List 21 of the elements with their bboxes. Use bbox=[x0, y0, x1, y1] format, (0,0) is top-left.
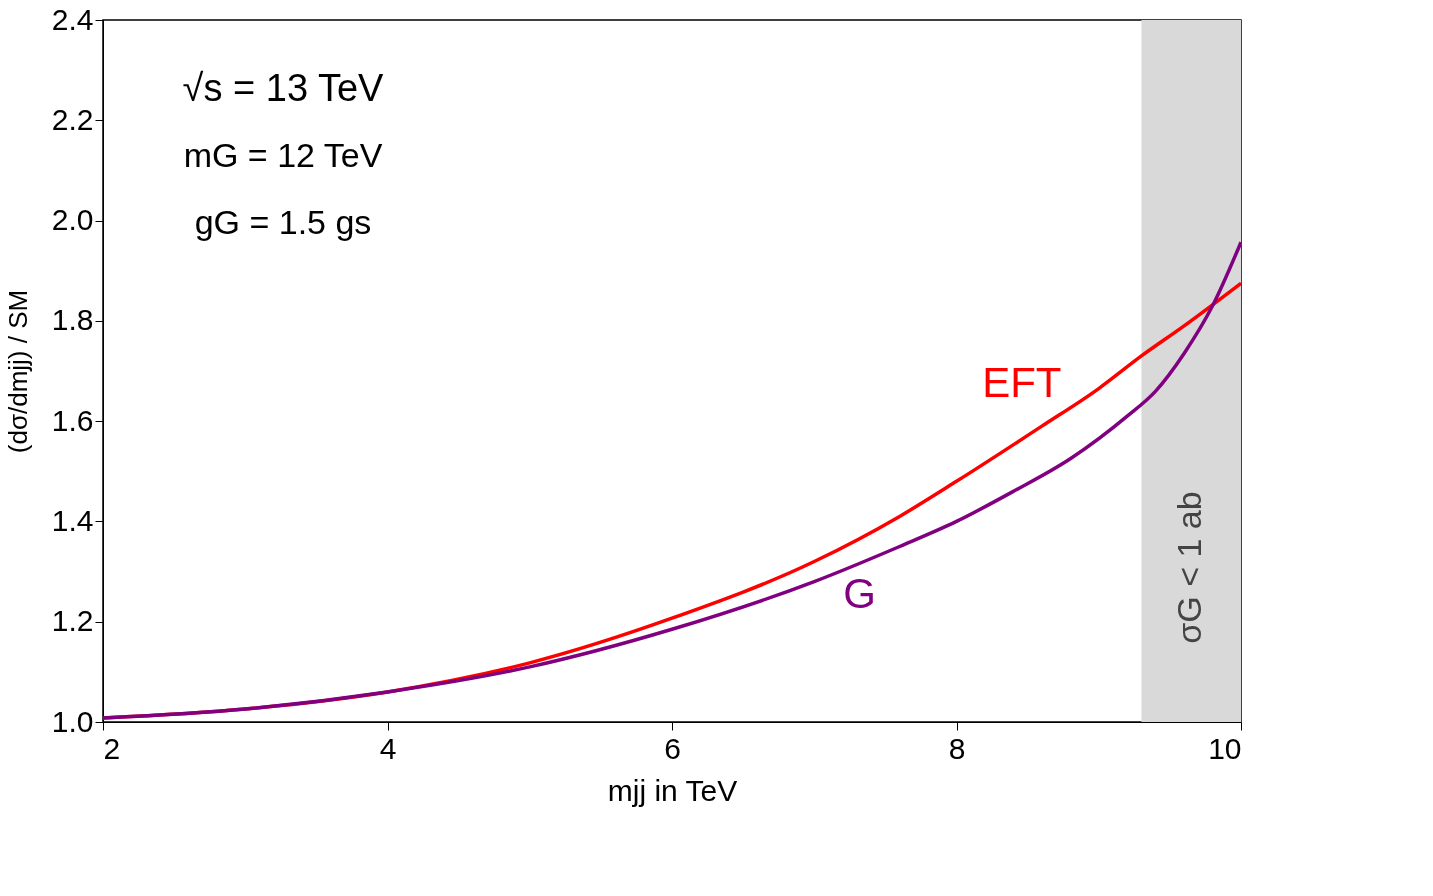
y-tick-label: 1.8 bbox=[51, 303, 94, 337]
x-axis-title: mjj in TeV bbox=[607, 773, 738, 807]
x-tick-label: 10 bbox=[1208, 731, 1242, 765]
y-tick-label: 2.4 bbox=[51, 2, 94, 36]
y-tick-label: 1.6 bbox=[51, 403, 94, 437]
x-tick-label: 2 bbox=[103, 731, 121, 765]
y-axis-title: (dσ/dmjj) / SM bbox=[2, 289, 33, 454]
x-tick-label: 8 bbox=[948, 731, 966, 765]
y-tick-label: 2.0 bbox=[51, 203, 94, 237]
annotation: √s = 13 TeV bbox=[182, 67, 385, 109]
y-tick-label: 1.4 bbox=[51, 503, 94, 537]
series-label: EFT bbox=[982, 359, 1062, 407]
series-label: G bbox=[843, 569, 876, 617]
y-tick-label: 2.2 bbox=[51, 102, 94, 136]
y-tick-label: 1.2 bbox=[51, 604, 94, 638]
band-label: σG < 1 ab bbox=[1170, 491, 1209, 644]
y-tick-label: 1.0 bbox=[51, 704, 94, 738]
x-tick-label: 4 bbox=[379, 731, 397, 765]
annotation: mG = 12 TeV bbox=[183, 136, 383, 174]
annotation: gG = 1.5 gs bbox=[194, 203, 372, 241]
x-tick-label: 6 bbox=[664, 731, 681, 765]
